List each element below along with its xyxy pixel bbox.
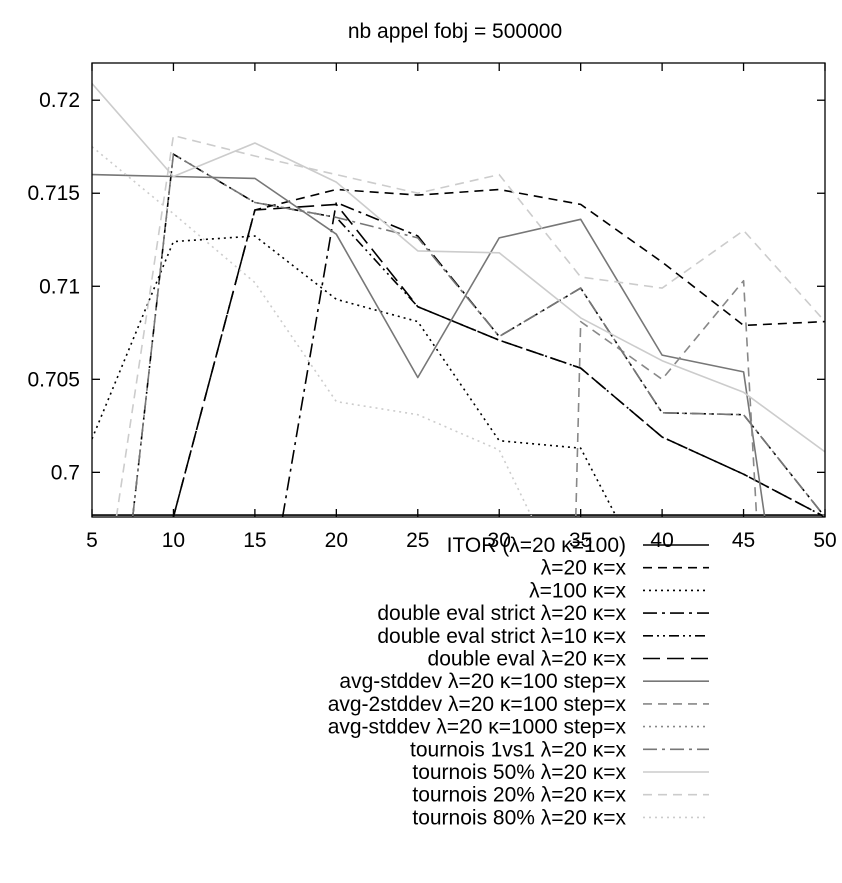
legend-label: double eval strict λ=10 κ=x [377,625,626,648]
series-line-13 [92,146,533,517]
series-line-3 [92,235,618,517]
series-line-5 [131,153,825,517]
y-tick-label: 0.7 [51,461,80,484]
y-tick-label: 0.72 [39,89,80,112]
legend-label: λ=100 κ=x [529,579,626,602]
series-line-11 [92,82,825,453]
legend-label: ITOR (λ=20 κ=100) [447,534,626,557]
series-line-6 [172,203,825,517]
legend-label: avg-stddev λ=20 κ=1000 step=x [328,716,627,739]
x-tick-label: 45 [732,529,755,552]
x-tick-label: 30 [488,529,511,552]
series-line-12 [115,134,825,517]
y-tick-label: 0.71 [39,275,80,298]
legend: ITOR (λ=20 κ=100)λ=20 κ=xλ=100 κ=xdouble… [328,534,709,829]
y-tick-label: 0.715 [27,182,80,205]
legend-label: double eval strict λ=20 κ=x [377,602,626,625]
series-layer [92,82,825,517]
x-tick-label: 25 [406,529,429,552]
chart-title: nb appel fobj = 500000 [348,20,562,43]
x-tick-label: 10 [162,529,185,552]
legend-label: tournois 50% λ=20 κ=x [412,761,626,784]
legend-label: avg-2stddev λ=20 κ=100 step=x [328,693,627,716]
series-line-4 [281,201,825,517]
series-line-10 [131,153,825,517]
x-tick-label: 5 [86,529,98,552]
axes-layer: 5 10 15 20 25 30 35 40 45 50 0.7 0.705 0.71 0.715 0.72 [27,63,837,552]
x-tick-label: 20 [325,529,348,552]
legend-label: tournois 20% λ=20 κ=x [412,784,626,807]
series-line-8 [575,279,758,517]
legend-label: tournois 1vs1 λ=20 κ=x [410,738,626,761]
legend-label: λ=20 κ=x [541,557,627,580]
series-line-7 [92,173,766,517]
legend-label: tournois 80% λ=20 κ=x [412,806,626,829]
legend-label: double eval λ=20 κ=x [428,648,627,671]
x-tick-label: 35 [569,529,592,552]
x-tick-label: 15 [243,529,266,552]
series-line-2 [172,188,825,517]
y-tick-label: 0.705 [27,368,80,391]
x-tick-label: 50 [813,529,836,552]
legend-label: avg-stddev λ=20 κ=100 step=x [339,670,626,693]
plot-frame [91,62,826,518]
x-tick-label: 40 [650,529,673,552]
